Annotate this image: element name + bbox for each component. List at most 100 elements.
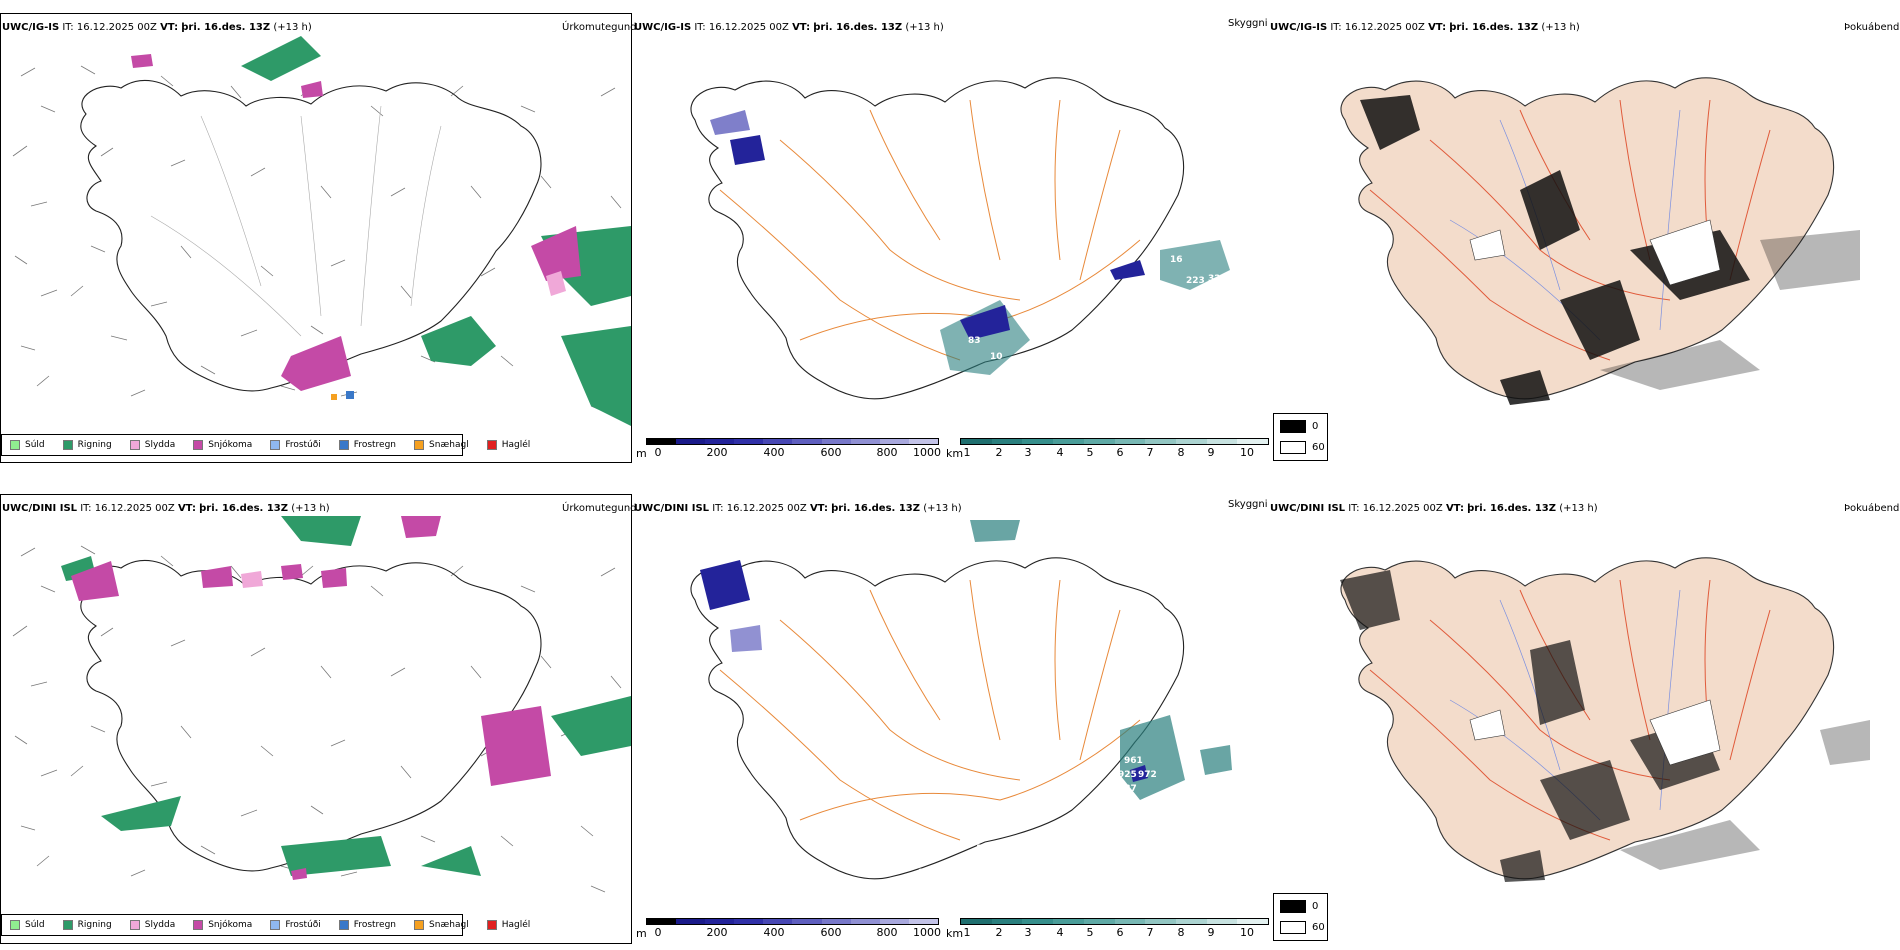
fog-legend-top: 0 60: [1273, 413, 1328, 461]
vis-label: 20: [935, 394, 948, 404]
legend-item: Súld: [10, 440, 45, 450]
visibility-map-bottom: [690, 520, 1232, 880]
km-tick: 7: [1146, 446, 1154, 459]
fog-land-bottom: [1340, 557, 1835, 880]
legend-item: Frostúði: [270, 440, 321, 450]
m-tick: 800: [876, 446, 898, 459]
km-tick: 5: [1086, 926, 1094, 939]
vis-label: 487: [1118, 784, 1137, 794]
km-tick: 10: [1240, 446, 1254, 459]
iceland-coastline-vis-bottom: [690, 557, 1185, 880]
header-precip-bottom: UWC/DINI ISL IT: 16.12.2025 00Z VT: þri.…: [2, 503, 330, 514]
km-tick: 6: [1116, 446, 1124, 459]
rivers-top: [150, 105, 442, 337]
km-tick: 9: [1207, 926, 1215, 939]
vis-label: 10: [744, 605, 757, 615]
km-tick: 10: [1240, 926, 1254, 939]
panel-title-fog-top: Þokuábendi: [1844, 22, 1900, 33]
vis-label: 83: [968, 336, 981, 346]
m-colorbar-cells-top: [646, 438, 939, 445]
vis-shading-top: [710, 110, 1230, 375]
km-tick: 2: [995, 926, 1003, 939]
legend-item: Snæhagl: [414, 440, 469, 450]
header-fog-bottom: UWC/DINI ISL IT: 16.12.2025 00Z VT: þri.…: [1270, 503, 1598, 514]
precip-legend-top: Súld Rigning Slydda Snjókoma Frostúði Fr…: [1, 434, 530, 456]
legend-item: Slydda: [129, 440, 175, 450]
m-tick: 200: [706, 926, 728, 939]
visibility-km-colorbar-top: 1 2 3 4 5 6 7 8 9 10: [960, 438, 1269, 459]
legend-item: Haglél: [486, 920, 530, 930]
vis-shading-bottom: [700, 520, 1232, 800]
km-tick: 5: [1086, 446, 1094, 459]
visibility-m-colorbar-bottom: 0 200 400 600 800 1000: [646, 918, 941, 939]
vis-label: 81: [918, 868, 931, 878]
panel-title-visibility-top: Skyggni: [1228, 18, 1268, 29]
visibility-map-top: [690, 77, 1230, 400]
legend-swatch-sudd: [10, 440, 20, 450]
legend-item: Slydda: [129, 920, 175, 930]
km-tick: 1: [963, 446, 971, 459]
fog-legend-bottom: 0 60: [1273, 893, 1328, 941]
precip-other-top: [331, 391, 354, 400]
precip-rain-top: [241, 36, 631, 426]
iceland-coastline-top: [80, 79, 542, 392]
vis-label: 925: [1118, 770, 1137, 780]
legend-swatch-freezing-rain: [338, 440, 349, 450]
panel-title-precip-top: Úrkomutegund: [562, 22, 637, 33]
legend-item: Frostregn: [338, 920, 396, 930]
vis-label: 7: [915, 390, 922, 400]
m-tick: 0: [654, 926, 662, 939]
roads-bottom: [719, 579, 1141, 841]
vis-label: 972: [1138, 770, 1157, 780]
m-tick: 400: [763, 926, 785, 939]
km-tick: 4: [1056, 926, 1064, 939]
visibility-km-colorbar-bottom: 1 2 3 4 5 6 7 8 9 10: [960, 918, 1269, 939]
m-tick: 200: [706, 446, 728, 459]
km-tick: 8: [1177, 926, 1185, 939]
vis-label: 961: [1124, 756, 1143, 766]
legend-swatch-freezing-drizzle: [270, 440, 281, 450]
roads-top: [719, 99, 1141, 361]
precip-snow-top: [131, 54, 581, 391]
km-tick: 4: [1056, 446, 1064, 459]
fog-swatch-0: [1280, 420, 1306, 433]
km-tick: 9: [1207, 446, 1215, 459]
vis-label: 160: [1211, 773, 1230, 783]
vis-label: 45: [950, 394, 963, 404]
legend-swatch-rain: [62, 440, 73, 450]
km-unit-bottom: km: [946, 927, 964, 940]
header-precip-top: UWC/IG-IS IT: 16.12.2025 00Z VT: þri. 16…: [2, 22, 312, 33]
fog-glacier-top: [1469, 219, 1721, 286]
m-unit-top: m: [636, 447, 647, 460]
legend-item: Rigning: [62, 920, 112, 930]
fog-map-top: [1340, 77, 1860, 405]
vis-label: 16: [1170, 255, 1183, 265]
legend-item: Snjókoma: [193, 440, 252, 450]
iceland-coastline-vis-top: [690, 77, 1185, 400]
vis-label: 10: [780, 152, 793, 162]
km-tick: 1: [963, 926, 971, 939]
m-tick: 1000: [913, 446, 941, 459]
legend-swatch-sleet: [129, 440, 140, 450]
km-tick: 3: [1024, 446, 1032, 459]
km-tick: 6: [1116, 926, 1124, 939]
panel-title-visibility-bottom: Skyggni: [1228, 499, 1268, 510]
m-tick: 600: [820, 926, 842, 939]
km-tick: 8: [1177, 446, 1185, 459]
km-colorbar-cells-top: [960, 438, 1269, 445]
km-unit-top: km: [946, 447, 964, 460]
visibility-m-colorbar-top: 0 200 400 600 800 1000: [646, 438, 941, 459]
precip-map-top: [12, 36, 631, 426]
legend-item: Snjókoma: [193, 920, 252, 930]
legend-swatch-snow-pellets: [414, 440, 425, 450]
m-tick: 600: [820, 446, 842, 459]
vis-label: 10: [976, 844, 989, 854]
m-tick: 0: [654, 446, 662, 459]
vis-label: 223: [1186, 276, 1205, 286]
precip-legend-bottom: Súld Rigning Slydda Snjókoma Frostúði Fr…: [1, 914, 530, 936]
fog-swatch-60: [1280, 441, 1306, 454]
km-tick: 2: [995, 446, 1003, 459]
vis-label: 5: [760, 565, 767, 575]
vis-label: 107: [733, 548, 752, 558]
header-fog-top: UWC/IG-IS IT: 16.12.2025 00Z VT: þri. 16…: [1270, 22, 1580, 33]
